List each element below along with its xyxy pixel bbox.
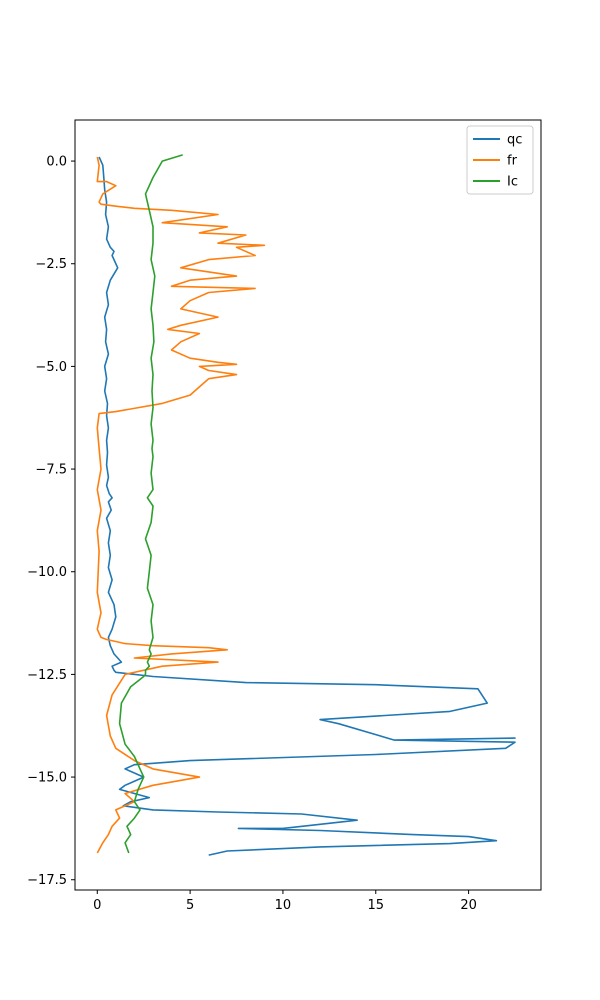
legend: qc fr Ic	[466, 125, 534, 195]
legend-label-Ic: Ic	[507, 175, 518, 190]
series-line-qc	[98, 156, 516, 856]
y-tick-label: 0.0	[46, 155, 67, 170]
legend-label-fr: fr	[507, 154, 518, 169]
series-lines	[96, 154, 516, 856]
y-tick-label: −12.5	[27, 668, 67, 683]
y-axis: 0.0 −2.5 −5.0 −7.5 −10.0 −12.5 −15.0 −17.5	[27, 155, 75, 888]
y-tick-label: −2.5	[35, 257, 67, 272]
series-line-Ic	[118, 154, 183, 854]
y-tick-label: −17.5	[27, 873, 67, 888]
x-tick-label: 20	[460, 898, 477, 913]
y-tick-label: −7.5	[35, 463, 67, 478]
x-tick-label: 0	[93, 898, 101, 913]
y-tick-label: −5.0	[35, 360, 67, 375]
legend-label-qc: qc	[507, 133, 522, 148]
axes-frame	[74, 119, 542, 891]
x-tick-label: 10	[275, 898, 292, 913]
y-tick-label: −15.0	[27, 771, 67, 786]
x-axis: 0 5 10 15 20	[93, 890, 477, 913]
series-line-fr	[96, 156, 266, 854]
y-tick-label: −10.0	[27, 565, 67, 580]
x-tick-label: 15	[367, 898, 384, 913]
x-tick-label: 5	[186, 898, 194, 913]
